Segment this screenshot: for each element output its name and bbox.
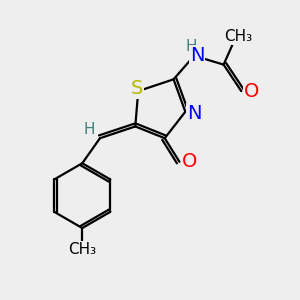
Text: O: O xyxy=(182,152,197,171)
Text: S: S xyxy=(130,79,143,98)
Text: CH₃: CH₃ xyxy=(224,29,252,44)
Text: H: H xyxy=(84,122,95,137)
Text: H: H xyxy=(185,39,197,54)
Text: O: O xyxy=(244,82,259,100)
Text: CH₃: CH₃ xyxy=(68,242,96,257)
Text: N: N xyxy=(190,46,204,65)
Text: N: N xyxy=(187,104,201,123)
